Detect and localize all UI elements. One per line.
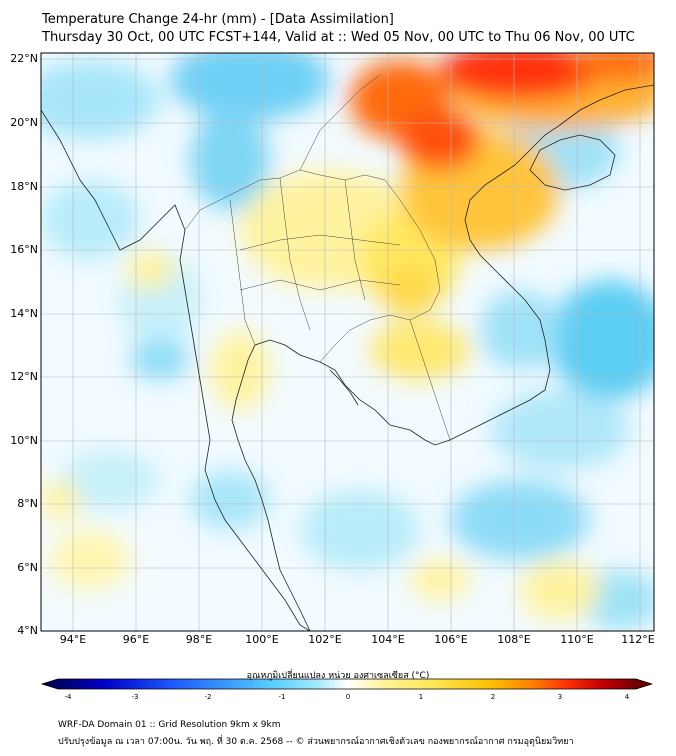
colorbar-tick: -4 (64, 693, 72, 701)
lon-label: 108°E (497, 633, 531, 646)
lon-label: 100°E (245, 633, 279, 646)
lat-label: 18°N (10, 180, 38, 193)
lon-label: 112°E (621, 633, 655, 646)
colorbar-tick: 2 (490, 693, 496, 701)
lon-label: 94°E (59, 633, 87, 646)
colorbar-tick: 3 (557, 693, 563, 701)
coastlines (41, 84, 654, 631)
footer-domain-info: WRF-DA Domain 01 :: Grid Resolution 9km … (58, 720, 281, 730)
colorbar (40, 678, 654, 690)
colorbar-tick: 0 (345, 693, 351, 701)
lat-label: 4°N (17, 624, 38, 637)
colorbar-tick: 1 (418, 693, 424, 701)
colorbar-tick: -2 (204, 693, 212, 701)
colorbar-title: อุณหภูมิเปลี่ยนแปลง หน่วย องศาเซลเซียส (… (246, 671, 430, 681)
lat-label: 12°N (10, 370, 38, 383)
colorbar-tick: 4 (624, 693, 630, 701)
lon-label: 102°E (308, 633, 342, 646)
map-frame (40, 52, 655, 632)
grid-lines (41, 53, 654, 631)
lon-label: 110°E (560, 633, 594, 646)
lon-label: 96°E (122, 633, 150, 646)
colorbar-tick: -3 (131, 693, 139, 701)
temperature-field (41, 53, 654, 631)
lat-label: 20°N (10, 116, 38, 129)
lat-label: 10°N (10, 434, 38, 447)
lon-label: 106°E (434, 633, 468, 646)
lat-label: 14°N (10, 307, 38, 320)
map-subtitle: Thursday 30 Oct, 00 UTC FCST+144, Valid … (42, 30, 635, 45)
lat-label: 22°N (10, 52, 38, 65)
lon-label: 104°E (371, 633, 405, 646)
colorbar-tick: -1 (278, 693, 286, 701)
map-title: Temperature Change 24-hr (mm) - [Data As… (42, 12, 394, 27)
borders (184, 74, 451, 441)
lat-label: 6°N (17, 561, 38, 574)
footer-credit: ปรับปรุงข้อมูล ณ เวลา 07:00น. วัน พฤ. ที… (58, 737, 574, 747)
lat-label: 16°N (10, 243, 38, 256)
lon-label: 98°E (185, 633, 213, 646)
lat-label: 8°N (17, 497, 38, 510)
